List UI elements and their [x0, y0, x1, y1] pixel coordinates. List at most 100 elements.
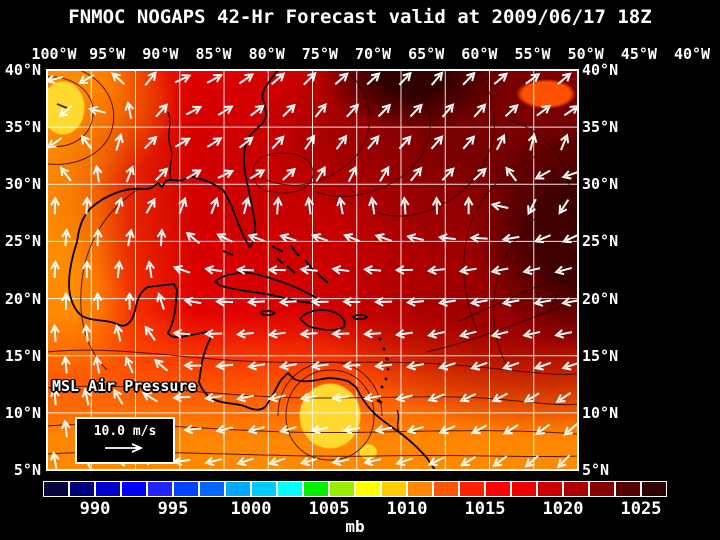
wind-arrow-icon [331, 328, 350, 339]
wind-arrow-icon [463, 196, 474, 215]
wind-arrow-icon [155, 103, 169, 118]
wind-arrow-icon [406, 424, 424, 435]
wind-arrow-icon [398, 71, 412, 86]
wind-arrow-icon [458, 329, 477, 339]
wind-arrow-icon [563, 423, 578, 436]
lon-label: 75°W [301, 45, 338, 63]
wind-arrow-icon [558, 199, 570, 215]
wind-arrow-icon [61, 355, 71, 374]
colorbar-cell [251, 481, 277, 497]
wind-arrow-icon [124, 291, 135, 310]
colorbar-tick: 1010 [386, 499, 428, 519]
wind-arrow-icon [426, 265, 445, 276]
wind-arrow-icon [561, 233, 578, 244]
wind-arrow-icon [504, 103, 519, 117]
lon-label: 90°W [142, 45, 179, 63]
wind-arrow-icon [561, 361, 578, 371]
wind-arrow-icon [427, 329, 445, 339]
wind-arrow-icon [303, 71, 317, 86]
wind-arrow-icon [141, 392, 158, 403]
colorbar-cell [121, 481, 147, 497]
lon-label: 40°W [673, 45, 711, 63]
wind-arrow-icon [114, 196, 124, 215]
wind-arrow-icon [405, 297, 424, 307]
colorbar-cell [485, 481, 511, 497]
wind-arrow-icon [267, 265, 286, 275]
wind-arrow-icon [560, 133, 570, 151]
wind-arrow-icon [525, 73, 541, 85]
wind-arrow-icon [183, 360, 202, 371]
wind-arrow-icon [172, 392, 191, 403]
wind-arrow-icon [217, 105, 234, 116]
colorbar-tick: 1015 [464, 499, 506, 519]
wind-arrow-icon [533, 234, 551, 244]
wind-arrows-layer [47, 71, 578, 470]
wind-arrow-icon [490, 201, 509, 211]
wind-arrow-icon [271, 135, 285, 150]
colorbar-tick: 1020 [542, 499, 584, 519]
wind-arrow-icon [249, 104, 265, 117]
wind-arrow-icon [50, 196, 60, 215]
wind-arrow-icon [394, 265, 413, 275]
wind-arrow-icon [185, 105, 203, 116]
wind-arrow-icon [174, 73, 192, 84]
wind-arrow-icon [501, 361, 520, 371]
wind-arrow-icon [235, 329, 254, 339]
wind-arrow-icon [155, 167, 169, 181]
wind-arrow-icon [279, 233, 297, 243]
wind-arrow-icon [299, 328, 318, 339]
wind-arrow-icon [437, 233, 456, 243]
colorbar-tick: 1005 [308, 499, 350, 519]
wind-arrow-icon [241, 196, 251, 215]
colorbar-cell [95, 481, 121, 497]
wind-arrow-icon [534, 169, 551, 180]
wind-arrow-icon [235, 265, 254, 275]
wind-arrow-icon [172, 328, 191, 339]
wind-arrow-icon [215, 424, 234, 435]
wind-arrow-icon [271, 72, 286, 86]
wind-arrow-icon [379, 165, 390, 182]
wind-arrow-icon [363, 456, 382, 467]
wind-arrow-icon [282, 103, 296, 118]
wind-arrow-icon [495, 133, 506, 151]
wind-arrow-icon [247, 233, 265, 243]
wind-arrow-icon [406, 233, 424, 243]
wind-arrow-icon [267, 329, 286, 339]
lat-label: 20°N [582, 289, 619, 308]
colorbar-cell [381, 481, 407, 497]
wind-arrow-icon [61, 291, 71, 310]
wind-arrow-icon [299, 265, 318, 275]
wind-arrow-icon [492, 455, 508, 468]
wind-arrow-icon [113, 388, 124, 405]
wind-arrow-icon [490, 329, 509, 339]
wind-arrow-icon [438, 425, 456, 435]
lat-label: 5°N [582, 461, 610, 479]
wind-arrow-icon [210, 196, 220, 215]
wind-arrow-icon [533, 297, 552, 307]
wind-arrow-icon [533, 361, 552, 371]
wind-arrow-icon [315, 165, 326, 182]
wind-arrow-icon [246, 297, 265, 307]
colorbar-cell [199, 481, 225, 497]
map-frame [47, 70, 578, 470]
lon-label: 55°W [514, 45, 551, 63]
wind-arrow-icon [394, 329, 413, 339]
colorbar-cell [641, 481, 667, 497]
wind-arrow-icon [334, 72, 349, 86]
wind-arrow-icon [47, 137, 63, 149]
colorbar-cell [511, 481, 537, 497]
colorbar-tick: 1025 [620, 499, 662, 519]
wind-arrow-icon [346, 103, 360, 118]
wind-arrow-icon [268, 456, 286, 467]
wind-arrow-icon [206, 137, 223, 148]
wind-arrow-icon [204, 264, 223, 275]
wind-arrow-icon [92, 228, 103, 247]
wind-arrow-icon [236, 392, 254, 403]
wind-arrow-icon [342, 296, 361, 307]
wind-arrow-icon [247, 360, 265, 371]
lon-label: 50°W [567, 45, 604, 63]
wind-arrow-icon [88, 105, 106, 116]
wind-arrow-icon [215, 360, 234, 371]
colorbar-cell [69, 481, 95, 497]
